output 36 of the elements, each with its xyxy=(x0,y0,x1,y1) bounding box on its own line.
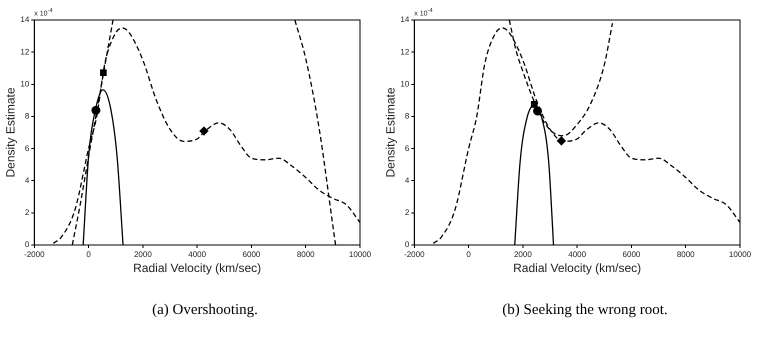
x-tick-label: -2000 xyxy=(24,250,46,260)
y-tick-label: 6 xyxy=(24,144,30,153)
x-tick-label: 4000 xyxy=(568,250,587,260)
text: (a) Overshooting. xyxy=(151,302,259,319)
x-tick-label: 2000 xyxy=(514,250,532,260)
text: (b) Seeking the wrong root. xyxy=(501,302,669,319)
x-axis-title: Radial Velocity (km/sec) xyxy=(513,261,642,276)
y-tick-label: 14 xyxy=(20,15,30,24)
y-tick-label: 8 xyxy=(404,112,410,121)
y-tick-label: 4 xyxy=(24,176,30,185)
x-tick-label: -2000 xyxy=(404,250,426,260)
x-tick-label: 0 xyxy=(86,250,92,260)
x-axis-title: Radial Velocity (km/sec) xyxy=(133,261,262,276)
y-tick-label: 10 xyxy=(20,79,30,88)
y-axis-title: Density Estimate xyxy=(4,87,18,178)
y-tick-label: 6 xyxy=(404,144,410,153)
y-tick-label: 2 xyxy=(404,208,410,218)
y-tick-label: 2 xyxy=(24,208,30,218)
x-tick-label: 4000 xyxy=(188,250,207,260)
x-tick-label: 0 xyxy=(466,250,472,260)
y-tick-label: 0 xyxy=(404,240,410,250)
y-tick-label: 8 xyxy=(24,112,30,121)
x-tick-label: 10000 xyxy=(728,250,752,260)
y-axis-title: Density Estimate xyxy=(384,87,398,178)
x-tick-label: 6000 xyxy=(622,250,641,260)
x-tick-label: 2000 xyxy=(134,250,152,260)
y-tick-label: 0 xyxy=(24,240,30,250)
y-tick-label: 4 xyxy=(404,176,410,185)
x-tick-label: 10000 xyxy=(348,250,372,260)
x-tick-label: 8000 xyxy=(676,250,696,260)
y-tick-label: 10 xyxy=(400,79,410,88)
y-tick-label: 14 xyxy=(400,15,410,24)
y-tick-label: 12 xyxy=(400,47,410,56)
y-tick-label: 12 xyxy=(20,47,30,56)
x-tick-label: 8000 xyxy=(296,250,316,260)
x-tick-label: 6000 xyxy=(242,250,261,260)
